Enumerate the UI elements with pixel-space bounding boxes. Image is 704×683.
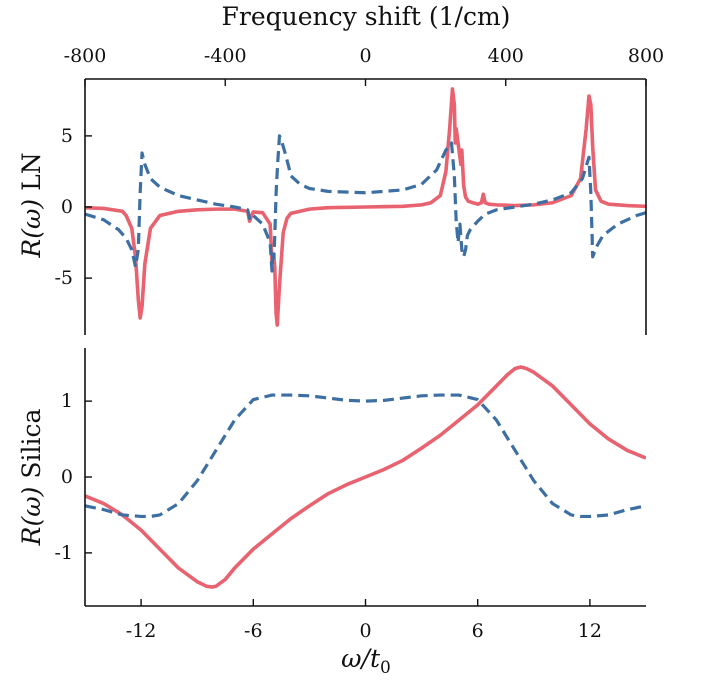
y-tick-label: 1 [61, 390, 73, 412]
top-panel: -800 -400 0 400 800 5 0 -5 Frequency shift (1/… [17, 2, 664, 335]
bottom-y-axis-label-suffix: Silica [17, 409, 46, 479]
bottom-y-ticks: 1 0 -1 [54, 390, 92, 564]
top-axis-ticks: -800 -400 0 400 800 [64, 45, 664, 86]
top-y-axis-label-prefix: R(ω) [17, 199, 46, 259]
dashed-series-line [85, 393, 646, 519]
top-y-ticks: 5 0 -5 [54, 125, 92, 289]
top-axis-tick-label: -800 [64, 45, 107, 67]
bottom-x-axis-label-sub: 0 [380, 658, 391, 678]
bottom-plot-lines [85, 365, 646, 589]
x-tick-label: -12 [126, 620, 157, 642]
top-axis-label: Frequency shift (1/cm) [222, 2, 511, 31]
bottom-x-axis-label: ω/t0 [341, 644, 391, 678]
solid-series-line [85, 87, 646, 327]
x-tick-label: -6 [244, 620, 263, 642]
top-y-axis-label-suffix: LN [17, 152, 46, 190]
dashed-series-line [85, 134, 646, 273]
top-axis-tick-label: -400 [204, 45, 247, 67]
y-tick-label: -5 [54, 267, 73, 289]
y-tick-label: -1 [54, 542, 73, 564]
top-axis-tick-label: 400 [488, 45, 524, 67]
y-tick-label: 5 [61, 125, 73, 147]
bottom-panel: -12 -6 0 6 12 10-1 R(ω) Silica ω/t0 [17, 348, 646, 678]
x-tick-label: 0 [359, 620, 371, 642]
top-plot-lines [85, 87, 646, 327]
top-y-axis-label: R(ω) LN [17, 152, 46, 258]
bottom-x-ticks: -12 -6 0 6 12 [126, 599, 602, 642]
bottom-y-axis-label: R(ω) Silica [17, 409, 46, 547]
bottom-x-axis-label-main: ω/t [341, 644, 381, 673]
top-axis-tick-label: 800 [628, 45, 664, 67]
bottom-y-axis-label-prefix: R(ω) [17, 487, 46, 547]
y-tick-label: 0 [61, 466, 73, 488]
top-axis-tick-label: 0 [359, 45, 371, 67]
x-tick-label: 6 [472, 620, 484, 642]
y-tick-label: 0 [61, 196, 73, 218]
solid-series-line [85, 365, 646, 589]
x-tick-label: 12 [578, 620, 602, 642]
